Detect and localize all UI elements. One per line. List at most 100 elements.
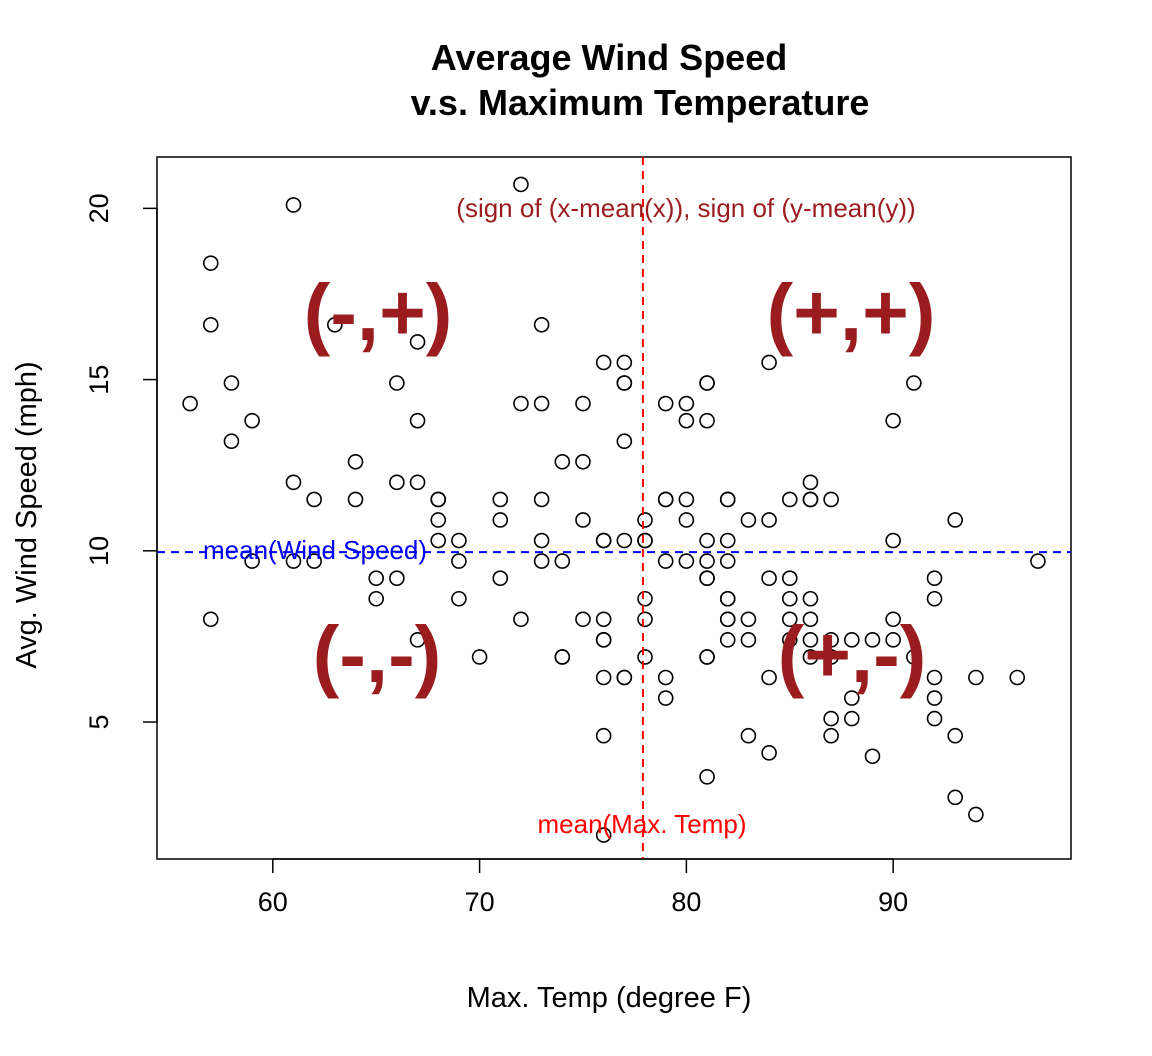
data-point	[885, 611, 901, 628]
data-point	[781, 611, 798, 628]
data-point	[719, 553, 736, 569]
y-tick-label: 10	[84, 536, 114, 566]
data-point	[844, 632, 860, 648]
data-point	[926, 570, 943, 587]
data-point	[678, 553, 695, 569]
quadrant-label-top-left: (-,+)	[304, 268, 453, 357]
data-point	[719, 491, 736, 508]
x-tick-label: 90	[878, 887, 908, 917]
data-point	[802, 611, 819, 628]
data-point	[554, 453, 571, 470]
data-point	[347, 491, 364, 508]
data-point	[1009, 669, 1026, 686]
data-point	[678, 412, 695, 429]
data-point	[533, 532, 550, 549]
quadrant-label-bottom-right: (+,-)	[778, 610, 927, 699]
data-point	[761, 745, 777, 761]
data-point	[327, 316, 343, 333]
data-point	[595, 632, 612, 648]
data-point	[244, 553, 260, 569]
data-point	[740, 512, 757, 528]
data-point	[947, 789, 963, 806]
data-point	[202, 611, 219, 628]
data-point	[513, 611, 529, 628]
data-point	[389, 474, 405, 491]
data-point	[285, 474, 302, 491]
data-point	[202, 255, 219, 271]
data-point	[657, 669, 674, 686]
data-point	[926, 710, 943, 727]
chart-title-line-2: v.s. Maximum Temperature	[411, 82, 870, 123]
data-point	[740, 611, 757, 628]
data-point	[761, 570, 777, 587]
data-point	[285, 197, 302, 213]
x-axis-title: Max. Temp (degree F)	[467, 982, 752, 1014]
mean-x-label: mean(Max. Temp)	[537, 809, 746, 839]
data-point	[781, 570, 798, 587]
x-axis: 60 70 80 90	[258, 858, 908, 917]
data-point	[347, 453, 364, 470]
data-point	[844, 710, 860, 727]
data-point	[699, 769, 715, 785]
data-point	[657, 395, 674, 412]
data-point	[802, 632, 819, 648]
data-point	[533, 395, 550, 412]
data-point	[678, 512, 695, 528]
data-point	[409, 632, 426, 648]
data-point	[699, 412, 715, 429]
data-point	[699, 375, 715, 391]
data-point	[678, 395, 695, 412]
quadrant-label-bottom-left: (-,-)	[313, 610, 442, 699]
data-point	[823, 632, 839, 648]
data-point	[947, 727, 963, 744]
quadrant-label-top-right: (+,+)	[767, 268, 936, 357]
data-point	[864, 632, 881, 648]
data-point	[740, 727, 757, 744]
data-point	[285, 553, 302, 569]
data-point	[451, 590, 467, 607]
data-point	[223, 375, 240, 391]
data-point	[595, 669, 612, 686]
mean-y-label: mean(Wind Speed)	[203, 535, 427, 565]
data-point	[740, 632, 757, 648]
x-tick-label: 60	[258, 887, 288, 917]
data-point	[533, 553, 550, 569]
y-axis-title: Avg. Wind Speed (mph)	[11, 361, 43, 668]
data-point	[699, 532, 715, 549]
data-point	[968, 806, 984, 823]
plot-frame	[156, 156, 1072, 860]
data-point	[906, 375, 922, 391]
data-point	[368, 570, 384, 587]
data-point	[637, 649, 653, 665]
data-point	[637, 512, 653, 528]
data-point	[657, 553, 674, 569]
data-point	[409, 334, 426, 350]
data-point	[968, 669, 984, 686]
data-point	[430, 491, 447, 508]
data-point	[533, 491, 550, 508]
data-point	[699, 649, 715, 665]
data-point	[1030, 553, 1046, 569]
data-point	[864, 748, 881, 765]
data-point	[823, 649, 839, 665]
data-point	[637, 611, 653, 628]
data-point	[575, 395, 591, 412]
data-point	[719, 632, 736, 648]
chart-title-line-1: Average Wind Speed	[431, 37, 787, 78]
y-tick-label: 15	[84, 365, 114, 395]
data-point	[389, 570, 405, 587]
data-point	[761, 512, 777, 528]
data-point	[533, 316, 550, 333]
y-axis: 5 10 15 20	[84, 193, 158, 730]
data-point	[595, 354, 612, 371]
data-point	[781, 590, 798, 607]
data-point	[430, 512, 447, 528]
data-point	[182, 395, 198, 412]
data-point	[616, 532, 633, 549]
data-point	[451, 532, 467, 549]
data-point	[368, 590, 384, 607]
data-point	[471, 649, 488, 665]
data-point	[781, 632, 798, 648]
data-point	[492, 570, 509, 587]
data-point	[430, 532, 447, 549]
